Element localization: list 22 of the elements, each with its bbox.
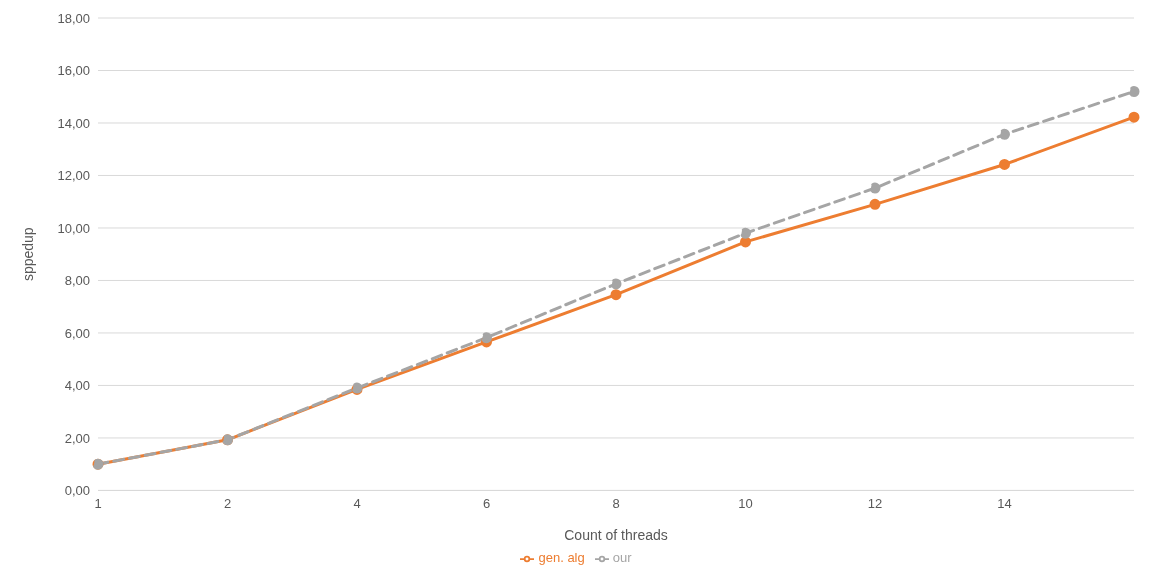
y-tick-label: 18,00 [57, 10, 90, 26]
x-tick-label: 2 [223, 495, 232, 511]
y-tick-label: 8,00 [64, 273, 90, 289]
y-tick-label: 2,00 [64, 430, 90, 446]
y-tick-label: 10,00 [57, 220, 90, 236]
y-tick-label: 0,00 [64, 483, 90, 499]
legend-label: gen. alg [538, 550, 585, 566]
x-tick-label: 6 [482, 495, 491, 511]
y-tick-label: 16,00 [57, 63, 90, 79]
x-tick-label: 14 [997, 495, 1012, 511]
y-tick-label: 4,00 [64, 378, 90, 394]
y-axis-title: sppedup [19, 227, 36, 282]
legend-label: our [612, 550, 632, 566]
x-tick-label: 1 [94, 495, 102, 511]
y-tick-label: 14,00 [57, 115, 90, 131]
x-tick-label: 8 [612, 495, 620, 511]
y-tick-label: 12,00 [57, 168, 90, 184]
x-tick-label: 10 [738, 495, 753, 511]
x-tick-label: 4 [353, 495, 361, 511]
y-tick-label: 6,00 [64, 325, 90, 341]
x-tick-label: 12 [867, 495, 883, 511]
x-axis-title: Count of threads [564, 527, 668, 544]
